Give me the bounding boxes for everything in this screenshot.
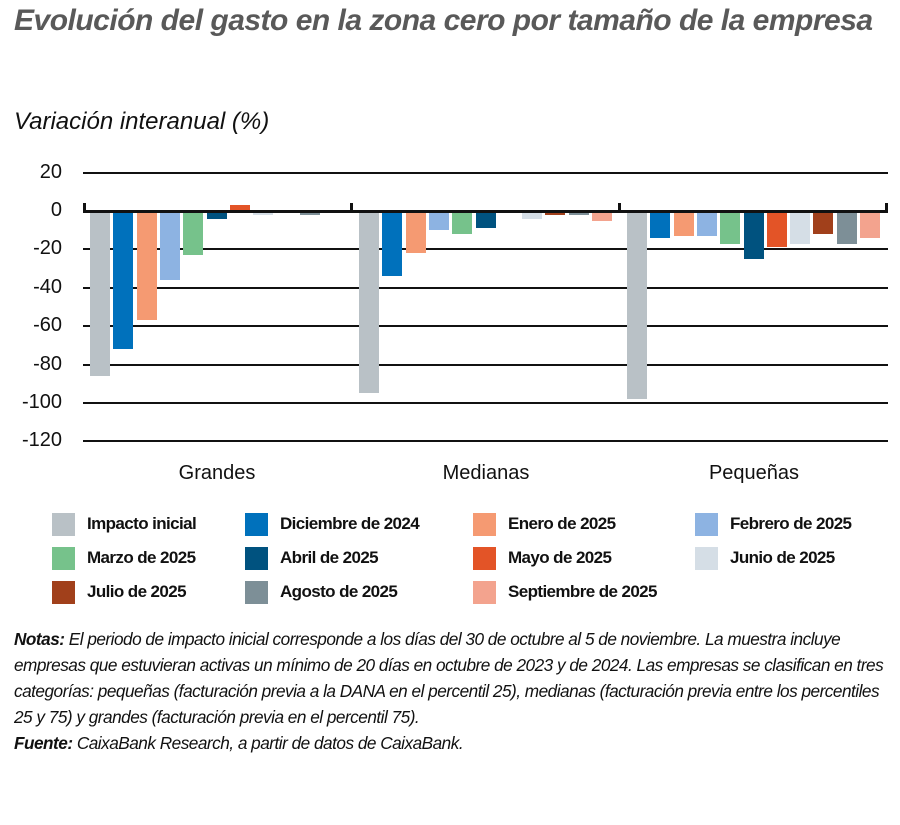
y-tick-label: -20 <box>33 237 62 260</box>
bar <box>522 211 543 219</box>
bar <box>229 205 250 211</box>
legend-item: Impacto inicial <box>52 512 197 536</box>
bar <box>475 211 496 229</box>
bar <box>650 211 671 238</box>
legend-item: Junio de 2025 <box>695 546 835 570</box>
gridline <box>83 325 888 328</box>
bar <box>382 211 403 277</box>
bar <box>136 211 157 321</box>
y-tick-label: -100 <box>21 391 62 413</box>
bar <box>183 211 204 256</box>
y-tick-label: -80 <box>33 352 62 375</box>
legend-swatch-icon <box>245 546 268 570</box>
category-separator-tick <box>618 203 621 211</box>
chart-title: Evolución del gasto en la zona cero por … <box>14 4 873 37</box>
bar <box>766 211 787 248</box>
legend-item: Enero de 2025 <box>473 512 616 536</box>
legend-item: Marzo de 2025 <box>52 546 196 570</box>
y-tick-label: 20 <box>39 160 62 183</box>
legend-item: Mayo de 2025 <box>473 546 612 570</box>
bar <box>673 211 694 236</box>
legend-swatch-icon <box>695 546 718 570</box>
legend-swatch-icon <box>695 512 718 536</box>
bar <box>206 211 227 219</box>
gridline <box>83 363 888 366</box>
gridline <box>83 248 888 251</box>
bar <box>299 211 320 215</box>
bar <box>860 211 880 238</box>
y-tick-label: 0 <box>50 199 62 221</box>
notes-text: El periodo de impacto inicial correspond… <box>14 629 884 727</box>
legend-item: Febrero de 2025 <box>695 512 852 536</box>
legend-swatch-icon <box>245 512 268 536</box>
legend-swatch-icon <box>473 580 496 604</box>
bar <box>592 211 612 221</box>
bar <box>113 211 134 350</box>
bar <box>405 211 426 254</box>
legend-label: Marzo de 2025 <box>87 548 196 567</box>
bar <box>627 211 647 400</box>
bar <box>813 211 834 235</box>
legend-label: Julio de 2025 <box>87 582 187 601</box>
bar <box>720 211 741 244</box>
legend-label: Septiembre de 2025 <box>508 582 657 601</box>
category-label-pequenas: Pequeñas <box>708 462 800 484</box>
bar <box>428 211 449 231</box>
legend-item: Agosto de 2025 <box>245 580 398 604</box>
legend-swatch-icon <box>52 546 75 570</box>
legend-label: Diciembre de 2024 <box>280 514 420 533</box>
legend-item: Diciembre de 2024 <box>245 512 420 536</box>
legend-swatch-icon <box>245 580 268 604</box>
legend-label: Abril de 2025 <box>280 548 379 567</box>
bar <box>568 211 589 215</box>
legend-item: Septiembre de 2025 <box>473 580 657 604</box>
legend-swatch-icon <box>473 546 496 570</box>
bar <box>545 211 566 215</box>
chart-subtitle: Variación interanual (%) <box>14 108 270 135</box>
legend-swatch-icon <box>473 512 496 536</box>
y-tick-label: -60 <box>33 314 62 337</box>
plot-area: 20 0 -20 -40 -60 -80 -100 -120 <box>21 160 888 452</box>
source-text: CaixaBank Research, a partir de datos de… <box>72 733 464 753</box>
gridline <box>83 440 888 443</box>
bar <box>452 211 473 235</box>
legend-label: Junio de 2025 <box>730 548 835 567</box>
y-tick-label: -40 <box>33 275 62 298</box>
legend-swatch-icon <box>52 580 75 604</box>
legend-item: Julio de 2025 <box>52 580 187 604</box>
bar <box>159 211 180 281</box>
legend-label: Agosto de 2025 <box>280 582 398 601</box>
y-tick-label: -120 <box>21 429 62 452</box>
bar <box>743 211 764 259</box>
category-label-medianas: Medianas <box>442 462 530 484</box>
notes-label: Notas: <box>14 629 65 649</box>
category-separator-tick <box>350 203 353 211</box>
zero-axis-line <box>83 209 888 213</box>
bar <box>836 211 857 244</box>
gridline <box>83 286 888 289</box>
category-label-grandes: Grandes <box>178 462 256 484</box>
legend-item: Abril de 2025 <box>245 546 379 570</box>
legend-label: Mayo de 2025 <box>508 548 612 567</box>
legend-label: Enero de 2025 <box>508 514 616 533</box>
notes-block: Notas: El periodo de impacto inicial cor… <box>14 626 890 756</box>
legend-label: Impacto inicial <box>87 514 197 533</box>
bar <box>253 211 274 215</box>
category-separator-tick <box>885 203 888 211</box>
legend-label: Febrero de 2025 <box>730 514 852 533</box>
gridline <box>83 171 888 174</box>
bar <box>790 211 811 244</box>
gridline <box>83 402 888 404</box>
bar <box>90 211 110 377</box>
legend-swatch-icon <box>52 512 75 536</box>
bar <box>359 211 379 394</box>
source-label: Fuente: <box>14 733 73 753</box>
bar <box>696 211 717 236</box>
category-separator-tick <box>83 203 86 211</box>
